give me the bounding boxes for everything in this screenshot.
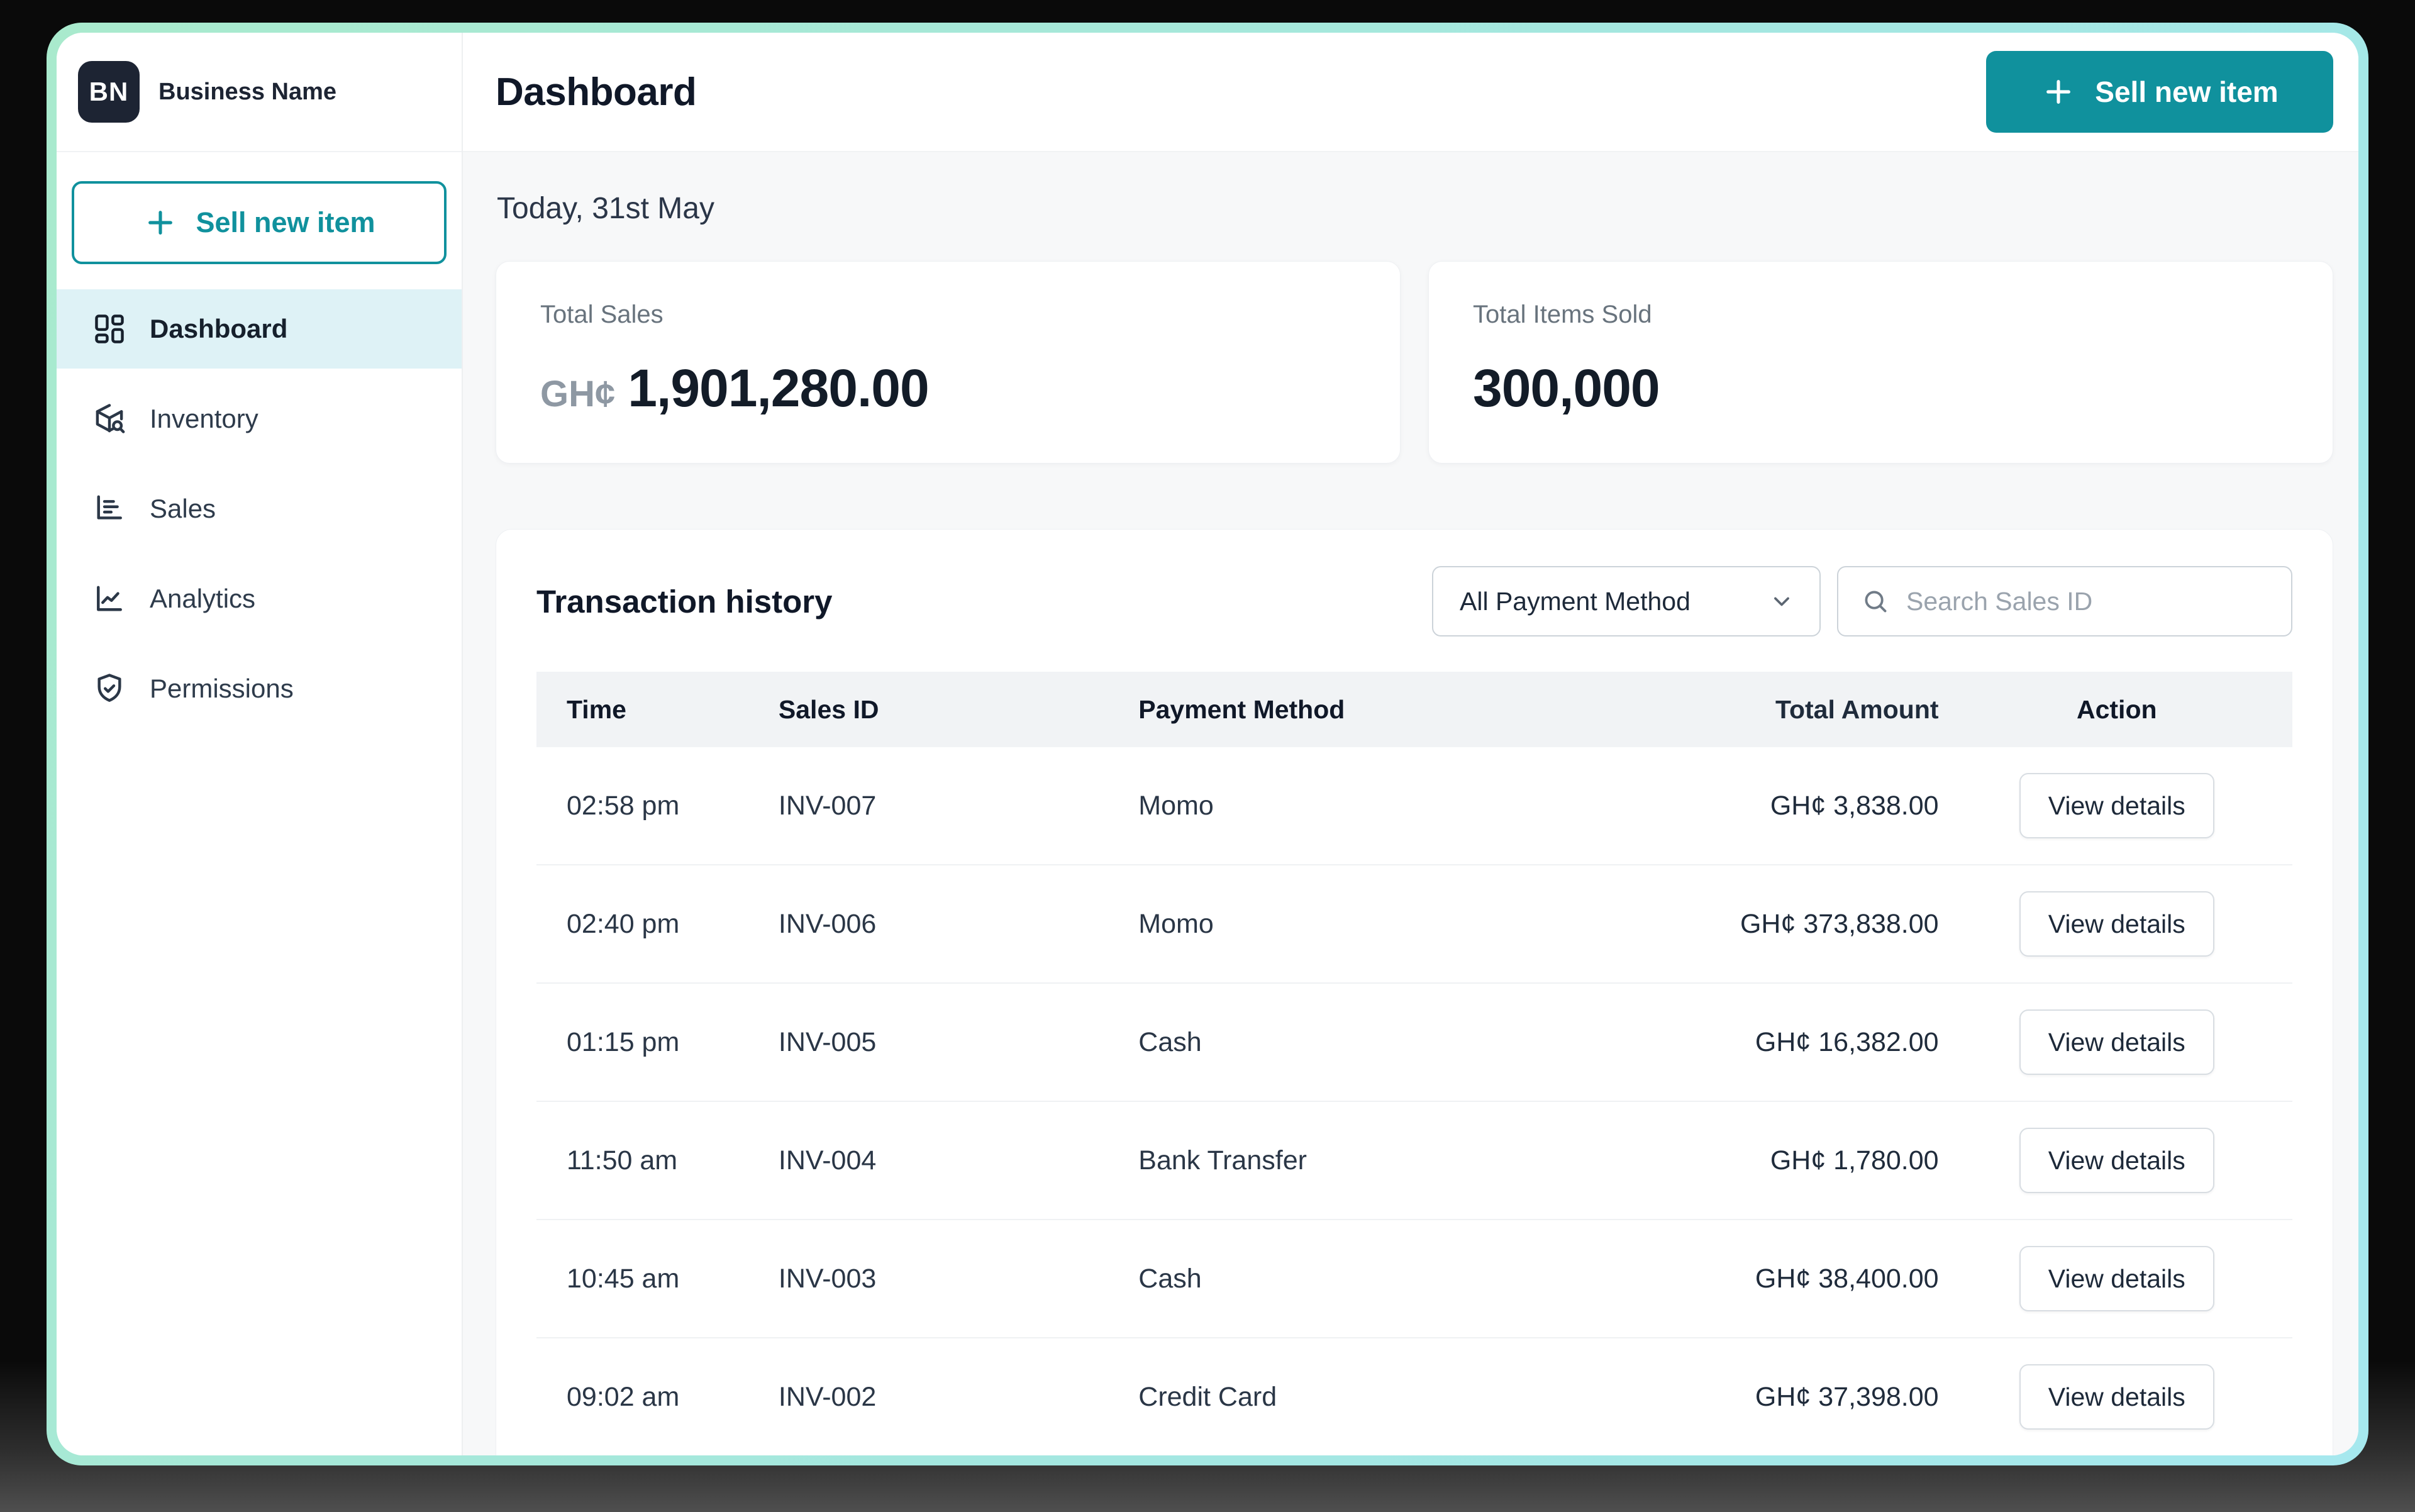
table-header-row: Time Sales ID Payment Method Total Amoun… [536, 672, 2292, 747]
cell-time: 11:50 am [567, 1145, 678, 1176]
sales-id-search [1837, 566, 2292, 636]
cell-payment-method: Credit Card [1138, 1381, 1277, 1412]
cell-sales-id: INV-006 [778, 908, 877, 939]
sidebar-item-permissions[interactable]: Permissions [57, 649, 462, 728]
cell-sales-id: INV-004 [778, 1145, 877, 1176]
stat-label: Total Items Sold [1473, 301, 1652, 328]
plus-icon [143, 205, 178, 240]
view-details-button[interactable]: View details [2019, 1128, 2214, 1193]
column-header-total-amount: Total Amount [1775, 694, 1939, 724]
transaction-history-panel: Transaction history All Payment Method [496, 529, 2333, 1455]
cell-total-amount: GH¢ 37,398.00 [1755, 1381, 1939, 1412]
cell-payment-method: Bank Transfer [1138, 1145, 1307, 1176]
dashboard-icon [92, 311, 127, 347]
table-row: 02:58 pm INV-007 Momo GH¢ 3,838.00 View … [536, 747, 2292, 865]
cell-payment-method: Cash [1138, 1026, 1202, 1057]
plus-icon [2041, 74, 2076, 109]
sidebar: BN Business Name Sell new item [57, 33, 463, 1455]
view-details-button[interactable]: View details [2019, 1364, 2214, 1430]
sidebar-item-label: Permissions [150, 674, 294, 703]
search-icon [1861, 587, 1890, 616]
chevron-down-icon [1768, 587, 1796, 615]
cell-total-amount: GH¢ 16,382.00 [1755, 1026, 1939, 1057]
sidebar-item-label: Sales [150, 494, 216, 523]
analytics-icon [92, 581, 127, 616]
cell-time: 09:02 am [567, 1381, 680, 1412]
transaction-history-title: Transaction history [536, 583, 833, 620]
app-window: BN Business Name Sell new item [57, 33, 2358, 1455]
business-name: Business Name [158, 78, 337, 105]
column-header-time: Time [567, 694, 626, 724]
total-items-sold-card: Total Items Sold 300,000 [1428, 261, 2333, 464]
sidebar-item-label: Dashboard [150, 314, 288, 343]
cell-payment-method: Momo [1138, 790, 1214, 821]
cell-sales-id: INV-005 [778, 1026, 877, 1057]
cell-sales-id: INV-002 [778, 1381, 877, 1412]
cell-payment-method: Momo [1138, 908, 1214, 939]
sidebar-item-label: Analytics [150, 584, 256, 613]
sidebar-item-sales[interactable]: Sales [57, 469, 462, 548]
cell-total-amount: GH¢ 1,780.00 [1770, 1145, 1939, 1176]
sidebar-item-dashboard[interactable]: Dashboard [57, 289, 462, 369]
view-details-button[interactable]: View details [2019, 773, 2214, 838]
table-row: 02:40 pm INV-006 Momo GH¢ 373,838.00 Vie… [536, 865, 2292, 984]
search-input[interactable] [1906, 586, 2268, 616]
dashboard-content: Today, 31st May Total Sales GH¢ 1,901,28… [463, 152, 2358, 1455]
cell-total-amount: GH¢ 38,400.00 [1755, 1263, 1939, 1294]
main-area: Dashboard Sell new item Today, 31st May … [463, 33, 2358, 1455]
payment-method-filter-dropdown[interactable]: All Payment Method [1432, 566, 1821, 636]
date-label: Today, 31st May [497, 192, 714, 225]
column-header-sales-id: Sales ID [778, 694, 879, 724]
table-row: 09:02 am INV-002 Credit Card GH¢ 37,398.… [536, 1338, 2292, 1455]
payment-method-filter-value: All Payment Method [1460, 586, 1690, 616]
view-details-button[interactable]: View details [2019, 1246, 2214, 1311]
header-sell-new-item-button[interactable]: Sell new item [1986, 51, 2333, 133]
cell-time: 10:45 am [567, 1263, 680, 1294]
sidebar-nav: Dashboard Inventory [57, 289, 462, 739]
view-details-button[interactable]: View details [2019, 1009, 2214, 1075]
view-details-button[interactable]: View details [2019, 891, 2214, 957]
table-row: 11:50 am INV-004 Bank Transfer GH¢ 1,780… [536, 1102, 2292, 1220]
sidebar-sell-new-item-button[interactable]: Sell new item [72, 181, 447, 264]
column-header-payment-method: Payment Method [1138, 694, 1345, 724]
cell-total-amount: GH¢ 373,838.00 [1740, 908, 1939, 939]
cell-payment-method: Cash [1138, 1263, 1202, 1294]
transactions-table: Time Sales ID Payment Method Total Amoun… [536, 672, 2292, 1455]
stat-value: 1,901,280.00 [628, 359, 929, 418]
cell-sales-id: INV-003 [778, 1263, 877, 1294]
page-title: Dashboard [496, 70, 697, 114]
sidebar-item-analytics[interactable]: Analytics [57, 559, 462, 638]
currency-prefix: GH¢ [540, 374, 616, 414]
permissions-icon [92, 671, 127, 706]
cell-time: 02:58 pm [567, 790, 680, 821]
cell-sales-id: INV-007 [778, 790, 877, 821]
business-logo: BN [78, 61, 140, 123]
column-header-action: Action [2076, 694, 2157, 724]
stat-cards: Total Sales GH¢ 1,901,280.00 Total Items… [496, 261, 2333, 464]
stat-label: Total Sales [540, 301, 663, 328]
stat-value: 300,000 [1473, 359, 1660, 418]
cell-time: 01:15 pm [567, 1026, 680, 1057]
app-window-frame: BN Business Name Sell new item [47, 23, 2368, 1465]
brand: BN Business Name [57, 33, 462, 152]
page-header: Dashboard Sell new item [463, 33, 2358, 152]
inventory-icon [92, 401, 127, 436]
cell-time: 02:40 pm [567, 908, 680, 939]
table-row: 10:45 am INV-003 Cash GH¢ 38,400.00 View… [536, 1220, 2292, 1338]
sales-icon [92, 491, 127, 526]
cell-total-amount: GH¢ 3,838.00 [1770, 790, 1939, 821]
table-row: 01:15 pm INV-005 Cash GH¢ 16,382.00 View… [536, 984, 2292, 1102]
sidebar-item-inventory[interactable]: Inventory [57, 379, 462, 459]
sidebar-sell-new-item-label: Sell new item [196, 206, 375, 238]
sidebar-item-label: Inventory [150, 404, 258, 433]
total-sales-card: Total Sales GH¢ 1,901,280.00 [496, 261, 1401, 464]
header-sell-new-item-label: Sell new item [2095, 75, 2279, 108]
